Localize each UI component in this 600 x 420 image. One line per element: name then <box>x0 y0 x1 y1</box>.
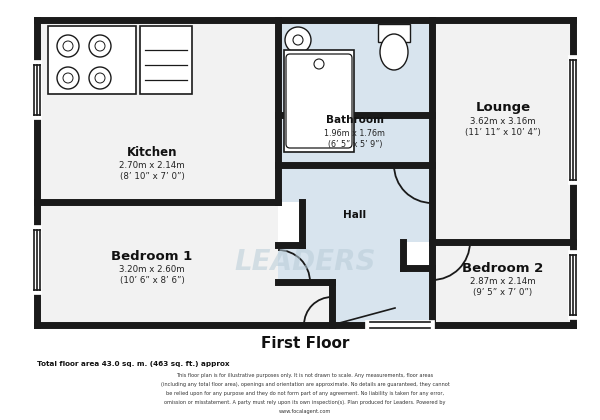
Polygon shape <box>37 202 332 325</box>
Text: 2.87m x 2.14m: 2.87m x 2.14m <box>470 276 536 286</box>
Polygon shape <box>278 165 432 325</box>
Text: Bathroom: Bathroom <box>326 115 384 125</box>
Text: Lounge: Lounge <box>475 102 530 115</box>
Bar <box>140 26 192 94</box>
Text: Kitchen: Kitchen <box>127 145 177 158</box>
Circle shape <box>285 27 311 53</box>
Polygon shape <box>432 20 573 242</box>
Text: omission or misstatement. A party must rely upon its own inspection(s). Plan pro: omission or misstatement. A party must r… <box>164 400 446 405</box>
Text: (including any total floor area), openings and orientation are approximate. No d: (including any total floor area), openin… <box>161 382 449 387</box>
Text: 3.20m x 2.60m: 3.20m x 2.60m <box>119 265 185 273</box>
Text: (8’ 10” x 7’ 0”): (8’ 10” x 7’ 0”) <box>119 171 184 181</box>
Text: (10’ 6” x 8’ 6”): (10’ 6” x 8’ 6”) <box>119 276 184 284</box>
Polygon shape <box>432 242 573 325</box>
Bar <box>378 24 410 42</box>
Text: 2.70m x 2.14m: 2.70m x 2.14m <box>119 160 185 170</box>
Text: Total floor area 43.0 sq. m. (463 sq. ft.) approx: Total floor area 43.0 sq. m. (463 sq. ft… <box>37 361 229 367</box>
Text: First Floor: First Floor <box>261 336 349 352</box>
Text: (6’ 5” x 5’ 9”): (6’ 5” x 5’ 9”) <box>328 139 382 149</box>
Text: Bedroom 1: Bedroom 1 <box>112 249 193 262</box>
Text: 1.96m x 1.76m: 1.96m x 1.76m <box>325 129 386 137</box>
Bar <box>284 50 354 152</box>
Bar <box>48 26 136 94</box>
Text: be relied upon for any purpose and they do not form part of any agreement. No li: be relied upon for any purpose and they … <box>166 391 444 396</box>
Ellipse shape <box>380 34 408 70</box>
Text: www.focalagent.com: www.focalagent.com <box>279 409 331 414</box>
Polygon shape <box>278 20 432 165</box>
Text: Hall: Hall <box>343 210 367 220</box>
Text: LEADERS: LEADERS <box>234 248 376 276</box>
Text: This floor plan is for illustrative purposes only. It is not drawn to scale. Any: This floor plan is for illustrative purp… <box>176 373 434 378</box>
Polygon shape <box>37 20 432 202</box>
Text: 3.62m x 3.16m: 3.62m x 3.16m <box>470 116 536 126</box>
Text: Bedroom 2: Bedroom 2 <box>463 262 544 275</box>
Text: (11’ 11” x 10’ 4”): (11’ 11” x 10’ 4”) <box>465 128 541 136</box>
Text: (9’ 5” x 7’ 0”): (9’ 5” x 7’ 0”) <box>473 288 533 297</box>
